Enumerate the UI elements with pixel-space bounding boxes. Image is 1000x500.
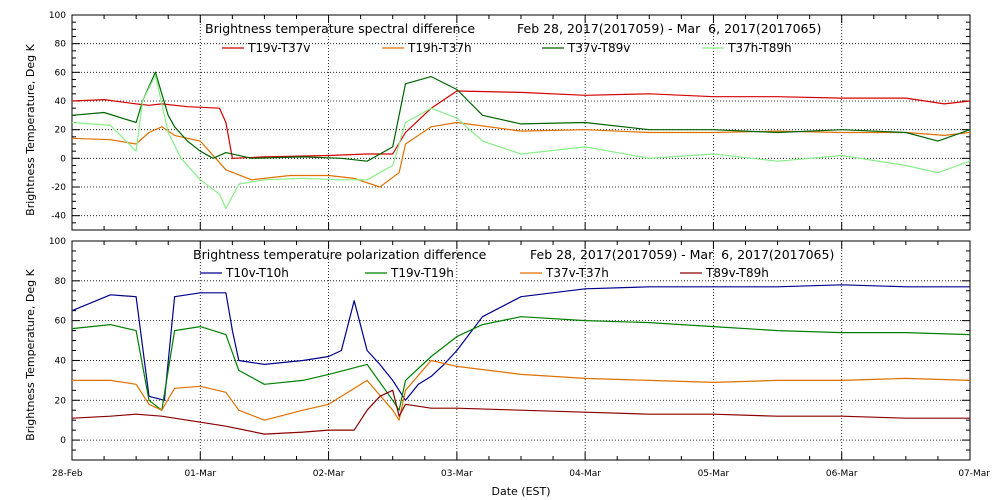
- series-lines: [71, 284, 971, 435]
- panel-title: Brightness temperature spectral differen…: [205, 21, 475, 36]
- series-line-t89v-t89h: [71, 389, 970, 435]
- axis-ticks: -40 -20 0 20 40 60 80 100: [49, 11, 971, 231]
- panel-title: Brightness temperature polarization diff…: [193, 247, 487, 262]
- x-tick-label: 02-Mar: [313, 469, 345, 479]
- y-tick-label: 20: [55, 396, 67, 406]
- y-tick-label: 80: [55, 40, 67, 50]
- x-tick-label: 07-Mar: [958, 469, 990, 479]
- x-tick-labels: 28-Feb 01-Mar 02-Mar 03-Mar 04-Mar 05-Mar 06-M…: [52, 469, 990, 479]
- legend-label: T37v-T37h: [545, 266, 609, 280]
- y-tick-label: 80: [55, 277, 67, 287]
- y-tick-label: -20: [51, 183, 66, 193]
- polarization-difference-panel: 0 20 40 60 80 100 Brightness temperature pola…: [24, 237, 990, 498]
- series-line-t10v-t10h: [71, 284, 970, 401]
- y-tick-label: 40: [55, 97, 67, 107]
- series-line-t19v-t19h: [71, 316, 971, 411]
- axis-ticks: 0 20 40 60 80 100: [49, 237, 971, 461]
- x-tick-label: 06-Mar: [826, 469, 858, 479]
- legend-label: T10v-T10h: [225, 266, 289, 280]
- y-tick-label: 60: [55, 317, 67, 327]
- legend-label: T37v-T89v: [567, 41, 630, 55]
- spectral-difference-panel: -40 -20 0 20 40 60 80 100 Brightness temperatur…: [24, 11, 971, 231]
- legend: T10v-T10h T19v-T19h T37v-T37h T89v-T89h: [200, 266, 769, 280]
- legend-label: T37h-T89h: [727, 41, 792, 55]
- x-tick-label: 04-Mar: [569, 469, 601, 479]
- legend-label: T19v-T37v: [247, 41, 310, 55]
- x-tick-label: 03-Mar: [441, 469, 473, 479]
- series-line-t37h-t89h: [71, 74, 971, 210]
- y-tick-label: 0: [60, 436, 66, 446]
- y-axis-label: Brightness Temperature, Deg K: [24, 43, 37, 215]
- series-line-t37v-t37h: [72, 359, 971, 421]
- panel-date-range: Feb 28, 2017(2017059) - Mar 6, 2017(2017…: [517, 21, 821, 36]
- legend: T19v-T37v T19h-T37h T37v-T89v T37h-T89h: [222, 41, 792, 55]
- x-tick-label: 05-Mar: [698, 469, 730, 479]
- y-tick-label: -40: [51, 212, 66, 222]
- series-lines: [71, 71, 971, 210]
- legend-label: T89v-T89h: [705, 266, 769, 280]
- x-tick-label: 01-Mar: [184, 469, 216, 479]
- legend-label: T19v-T19h: [390, 266, 454, 280]
- x-tick-label: 28-Feb: [52, 469, 83, 479]
- y-tick-label: 100: [49, 237, 66, 247]
- x-axis-label: Date (EST): [491, 485, 550, 498]
- y-tick-label: 100: [49, 11, 66, 21]
- grid-lines: [72, 241, 970, 460]
- y-tick-label: 60: [55, 68, 67, 78]
- legend-label: T19h-T37h: [407, 41, 472, 55]
- y-tick-label: 0: [60, 154, 66, 164]
- series-line-t37v-t89v: [71, 71, 971, 162]
- panel-date-range: Feb 28, 2017(2017059) - Mar 6, 2017(2017…: [530, 247, 834, 262]
- y-tick-label: 20: [55, 126, 67, 136]
- y-axis-label: Brightness Temperature, Deg K: [24, 268, 37, 440]
- y-tick-label: 40: [55, 356, 67, 366]
